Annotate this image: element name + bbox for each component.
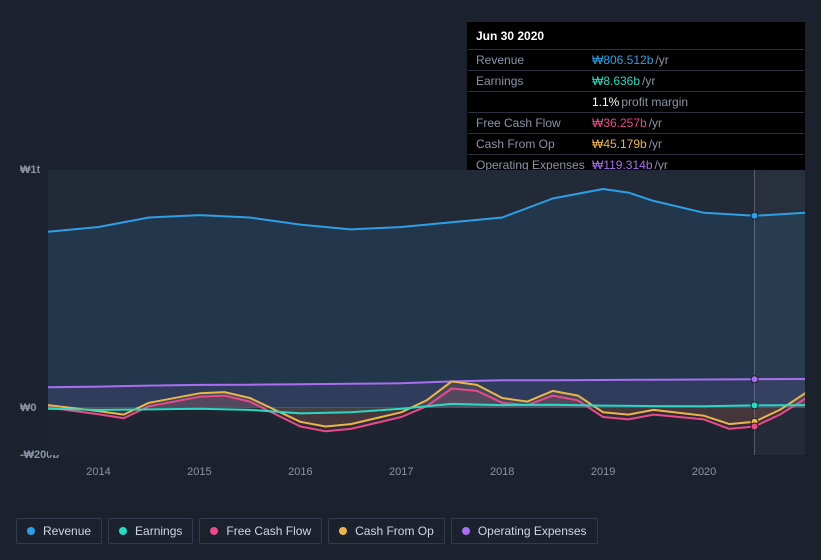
tooltip-date: Jun 30 2020 (468, 23, 804, 49)
x-axis-label: 2019 (591, 466, 615, 478)
x-axis-label: 2014 (86, 466, 110, 478)
tooltip-value: ₩8.636b (592, 74, 640, 88)
legend-item-cash_op[interactable]: Cash From Op (328, 518, 445, 544)
tooltip-row: Cash From Op₩45.179b /yr (468, 133, 804, 154)
legend-item-opex[interactable]: Operating Expenses (451, 518, 598, 544)
tooltip-value: ₩806.512b (592, 53, 653, 67)
legend-dot-icon (27, 527, 35, 535)
tooltip-suffix: /yr (655, 53, 668, 67)
tooltip-label: Revenue (476, 53, 592, 67)
chart-tooltip: Jun 30 2020 Revenue₩806.512b /yrEarnings… (467, 22, 805, 176)
tooltip-suffix: profit margin (621, 95, 688, 109)
tooltip-suffix: /yr (649, 116, 662, 130)
tooltip-row: Revenue₩806.512b /yr (468, 49, 804, 70)
chart-plot[interactable] (48, 170, 805, 455)
legend-label: Earnings (135, 524, 182, 538)
tooltip-suffix: /yr (642, 74, 655, 88)
tooltip-label: Cash From Op (476, 137, 592, 151)
tooltip-row: Earnings₩8.636b /yr (468, 70, 804, 91)
x-axis-label: 2020 (692, 466, 716, 478)
legend-label: Free Cash Flow (226, 524, 311, 538)
legend-dot-icon (119, 527, 127, 535)
tooltip-label: Free Cash Flow (476, 116, 592, 130)
tooltip-label (476, 95, 592, 109)
tooltip-suffix: /yr (649, 137, 662, 151)
legend-label: Cash From Op (355, 524, 434, 538)
legend-dot-icon (210, 527, 218, 535)
tooltip-row: Free Cash Flow₩36.257b /yr (468, 112, 804, 133)
legend-dot-icon (339, 527, 347, 535)
legend-dot-icon (462, 527, 470, 535)
legend-label: Revenue (43, 524, 91, 538)
x-axis-label: 2015 (187, 466, 211, 478)
x-axis-label: 2018 (490, 466, 514, 478)
chart-area: ₩1t₩0-₩200b 2014201520162017201820192020 (16, 155, 805, 500)
legend-label: Operating Expenses (478, 524, 587, 538)
tooltip-value: ₩45.179b (592, 137, 647, 151)
y-axis-label: ₩1t (20, 164, 40, 176)
legend-item-fcf[interactable]: Free Cash Flow (199, 518, 322, 544)
legend-item-revenue[interactable]: Revenue (16, 518, 102, 544)
x-axis-label: 2016 (288, 466, 312, 478)
chart-legend: Revenue Earnings Free Cash Flow Cash From O… (16, 518, 598, 544)
y-axis-label: ₩0 (20, 402, 37, 414)
tooltip-value: 1.1% (592, 95, 619, 109)
legend-item-earnings[interactable]: Earnings (108, 518, 193, 544)
tooltip-label: Earnings (476, 74, 592, 88)
tooltip-value: ₩36.257b (592, 116, 647, 130)
x-axis-label: 2017 (389, 466, 413, 478)
tooltip-row: 1.1% profit margin (468, 91, 804, 112)
